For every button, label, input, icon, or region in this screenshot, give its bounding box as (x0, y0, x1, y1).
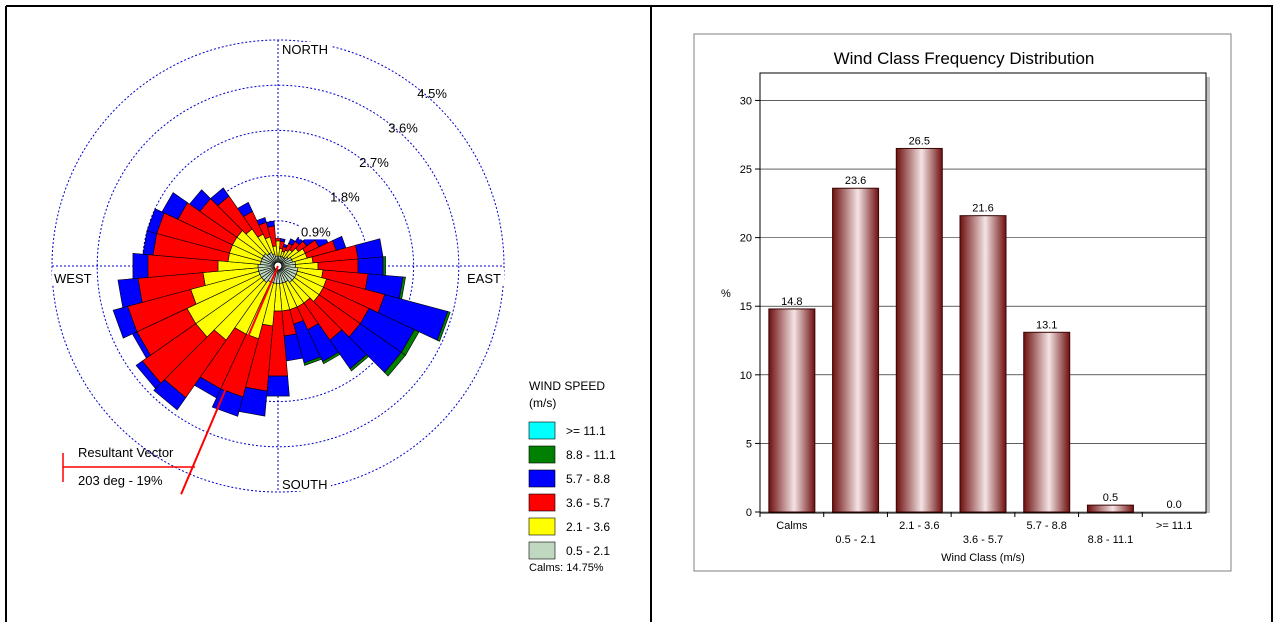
ring-label-5: 4.5% (417, 86, 447, 101)
legend-units: (m/s) (529, 396, 556, 410)
wind-rose-chart: 0.9% 1.8% 2.7% 3.6% 4.5% NORTH SOUTH EAST WE… (51, 39, 616, 574)
legend-title: WIND SPEED (529, 379, 605, 393)
resultant-vector-title: Resultant Vector (78, 445, 174, 460)
rose-sector-350-band-4 (265, 220, 275, 228)
rose-sector-270-band-4 (132, 252, 149, 280)
bar-chart-x-ticks: Calms 0.5 - 2.1 2.1 - 3.6 3.6 - 5.7 5.7 - 8.… (759, 512, 1193, 546)
direction-label-east: EAST (467, 271, 501, 286)
bar-chart-y-ticks: 0 5 10 15 20 25 30 (740, 95, 760, 519)
bar-value-label: 23.6 (845, 175, 866, 187)
legend-item-label: 8.8 - 11.1 (566, 448, 616, 462)
legend-item-label: >= 11.1 (566, 424, 606, 438)
rose-sector-220-band-4 (153, 379, 187, 411)
rose-sector-260-band-4 (117, 277, 143, 308)
bar-2 (832, 187, 880, 513)
legend-swatch (528, 493, 556, 512)
rose-sector-340-band-4 (256, 217, 267, 226)
rose-sectors (112, 187, 451, 417)
legend-swatch (528, 541, 556, 560)
legend-item-label: 0.5 - 2.1 (566, 544, 610, 558)
bar-value-label: 26.5 (909, 135, 930, 147)
rose-ring-labels: 0.9% 1.8% 2.7% 3.6% 4.5% (299, 86, 447, 240)
bar-value-label: 14.8 (781, 296, 802, 308)
y-tick-label: 10 (740, 370, 752, 382)
rose-sector-90-band-4 (357, 256, 384, 276)
rose-sector-130-band-5 (384, 352, 406, 377)
wind-speed-legend: WIND SPEED (m/s) >= 11.1 8.8 - 11.1 5.7 - … (528, 379, 616, 574)
rose-sector-230-band-4 (135, 360, 162, 389)
direction-label-south: SOUTH (282, 477, 328, 492)
rose-sector-250-band-4 (112, 305, 138, 339)
y-tick-label: 20 (740, 233, 752, 245)
resultant-vector-text: 203 deg - 19% (78, 473, 163, 488)
ring-label-1: 0.9% (301, 224, 331, 239)
legend-item-label: 5.7 - 8.8 (566, 472, 610, 486)
y-tick-label: 0 (746, 507, 752, 519)
bar-1 (768, 308, 816, 513)
bar-5 (1023, 331, 1071, 513)
rose-sector-90-band-5 (382, 256, 386, 276)
x-tick-label: 0.5 - 2.1 (835, 534, 875, 546)
legend-swatch (528, 445, 556, 464)
legend-item-label: 2.1 - 3.6 (566, 520, 610, 534)
rose-sector-320-band-4 (210, 187, 230, 207)
east-label-bg (464, 270, 504, 285)
legend-swatch (528, 421, 556, 440)
x-tick-label: 3.6 - 5.7 (963, 534, 1003, 546)
bar-chart-title: Wind Class Frequency Distribution (834, 49, 1095, 68)
bar-value-label: 0.0 (1166, 499, 1181, 511)
x-tick-label: 2.1 - 3.6 (899, 520, 939, 532)
rose-sector-110-band-5 (436, 311, 451, 342)
ring-label-bg (299, 224, 334, 240)
bar-chart-x-label: Wind Class (m/s) (941, 552, 1025, 564)
bar-value-label: 13.1 (1036, 319, 1057, 331)
direction-label-north: NORTH (282, 42, 328, 57)
rose-sector-0-band-3 (275, 238, 281, 242)
legend-item-label: 3.6 - 5.7 (566, 496, 610, 510)
rose-sector-80-band-4 (355, 238, 384, 260)
legend-items: >= 11.1 8.8 - 11.1 5.7 - 8.8 3.6 - 5.7 2.1 -… (528, 421, 616, 560)
legend-swatch (528, 469, 556, 488)
ring-label-4: 3.6% (388, 120, 418, 135)
x-tick-label: >= 11.1 (1156, 520, 1193, 532)
rose-sector-150-band-5 (322, 351, 341, 365)
rose-sector-310-band-4 (189, 189, 211, 212)
x-tick-label: Calms (776, 520, 808, 532)
rose-sector-160-band-5 (303, 356, 322, 366)
y-tick-label: 30 (740, 95, 752, 107)
bar-chart-y-label: % (721, 288, 731, 300)
bar-6 (1086, 504, 1134, 513)
legend-swatch (528, 517, 556, 536)
y-tick-label: 25 (740, 164, 752, 176)
y-tick-label: 15 (740, 301, 752, 313)
bar-4 (959, 215, 1007, 513)
rose-sector-300-band-4 (161, 192, 188, 220)
x-tick-label: 5.7 - 8.8 (1027, 520, 1067, 532)
direction-label-west: WEST (54, 271, 92, 286)
rose-sector-140-band-5 (349, 354, 370, 372)
bar-value-label: 21.6 (972, 203, 993, 215)
wind-class-bar-chart: Wind Class Frequency Distribution 0 5 10 15… (693, 33, 1232, 572)
bar-3 (895, 147, 943, 513)
rose-sector-10-band-4 (279, 238, 286, 243)
bar-value-label: 0.5 (1103, 492, 1118, 504)
resultant-vector-line (180, 265, 279, 495)
ring-label-3: 2.7% (359, 155, 389, 170)
legend-calms: Calms: 14.75% (529, 562, 604, 574)
rose-sector-180-band-4 (266, 375, 290, 397)
west-label-bg (52, 270, 94, 285)
x-tick-label: 8.8 - 11.1 (1088, 534, 1134, 546)
bar-chart-bars: 14.8 23.6 26.5 21.6 13.1 0.5 0.0 (768, 135, 1182, 513)
south-label-bg (279, 476, 331, 491)
rose-sector-200-band-4 (211, 388, 244, 417)
rose-ring-4 (96, 84, 460, 448)
rose-sector-290-band-4 (146, 208, 165, 234)
north-label-bg (279, 42, 331, 57)
y-tick-label: 5 (746, 438, 752, 450)
rose-sector-330-band-4 (237, 201, 253, 218)
ring-label-2: 1.8% (330, 190, 360, 205)
